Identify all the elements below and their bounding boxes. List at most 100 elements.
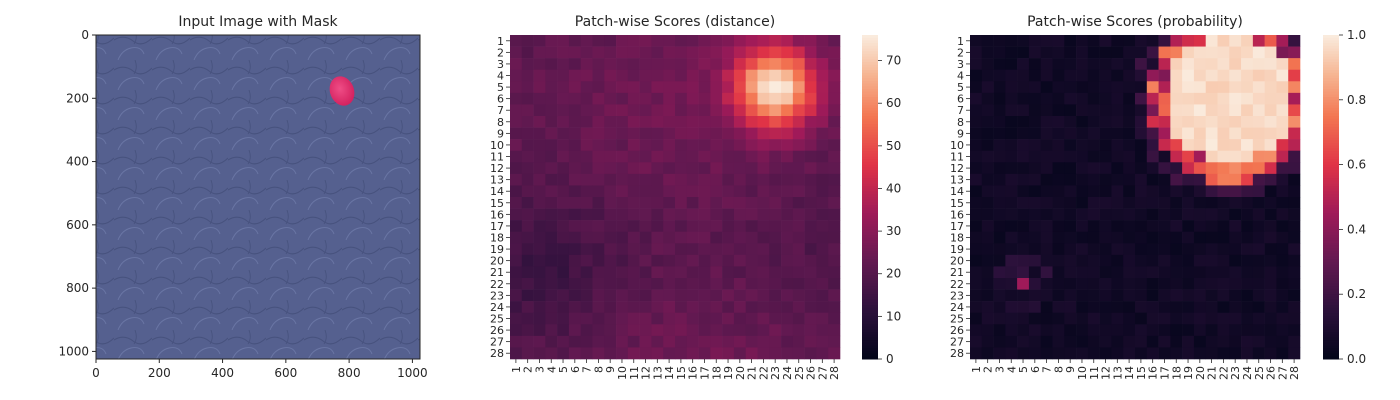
heatmap-cell: [1087, 208, 1100, 221]
heatmap-cell: [521, 347, 534, 360]
row-label: 10: [490, 139, 504, 152]
col-label: 20: [1194, 366, 1207, 380]
heatmap-cell: [828, 185, 841, 198]
heatmap-cell: [1205, 208, 1218, 221]
heatmap-cell: [1111, 335, 1124, 348]
col-label: 10: [1076, 366, 1089, 380]
heatmap-cell: [1217, 58, 1230, 71]
heatmap-cell: [1028, 127, 1042, 140]
heatmap-cell: [1040, 116, 1053, 128]
heatmap-cell: [1276, 162, 1289, 175]
heatmap-cell: [663, 173, 676, 186]
heatmap-cell: [1111, 162, 1124, 175]
heatmap-cell: [580, 312, 593, 325]
heatmap-cell: [993, 220, 1006, 233]
col-label: 17: [698, 366, 711, 380]
heatmap-cell: [592, 81, 605, 94]
colorbar-segment: [1323, 253, 1339, 257]
heatmap-cell: [557, 58, 570, 71]
heatmap-cell: [970, 347, 983, 360]
heatmap-cell: [627, 81, 640, 94]
heatmap-cell: [1252, 127, 1265, 140]
heatmap-cell: [639, 324, 652, 337]
heatmap-cell: [970, 208, 983, 221]
heatmap-cell: [545, 266, 558, 279]
heatmap-cell: [521, 243, 534, 256]
heatmap-cell: [1135, 197, 1148, 209]
colorbar-segment: [862, 107, 878, 112]
heatmap-cell: [1052, 173, 1065, 186]
heatmap-cell: [698, 58, 711, 71]
colorbar-segment: [862, 242, 878, 247]
heatmap-cell: [1111, 150, 1124, 163]
heatmap-cell: [510, 301, 523, 314]
colorbar-segment: [1323, 126, 1339, 130]
heatmap-cell: [580, 220, 593, 233]
heatmap-cell: [698, 324, 711, 337]
heatmap-cell: [545, 127, 558, 140]
heatmap-cell: [792, 104, 805, 117]
heatmap-cell: [616, 116, 629, 128]
heatmap-cell: [651, 185, 664, 198]
heatmap-cell: [722, 289, 735, 302]
heatmap-cell: [604, 220, 617, 233]
row-label: 18: [950, 232, 964, 245]
heatmap-cell: [1205, 35, 1218, 47]
heatmap-cell: [675, 104, 688, 117]
heatmap-cell: [981, 335, 994, 348]
heatmap-cell: [1123, 92, 1136, 105]
heatmap-cell: [557, 139, 570, 152]
heatmap-cell: [1205, 162, 1218, 175]
heatmap-cell: [1276, 347, 1289, 360]
heatmap-cell: [1064, 162, 1077, 175]
heatmap-cell: [722, 116, 735, 128]
heatmap-cell: [545, 220, 558, 233]
heatmap-cell: [604, 208, 617, 221]
row-label: 5: [497, 81, 504, 94]
colorbar-segment: [1323, 356, 1339, 360]
colorbar-segment: [1323, 207, 1339, 211]
heatmap-cell: [1052, 335, 1065, 348]
heatmap-cell: [1028, 347, 1042, 360]
colorbar-segment: [862, 234, 878, 238]
heatmap-cell: [757, 208, 770, 221]
probability-colorbar: 0.00.20.40.60.81.0: [1323, 28, 1366, 366]
probability-col-labels: 1234567891011121314151617181920212223242…: [970, 359, 1301, 380]
image-y-tick-label: 1000: [58, 344, 89, 358]
heatmap-cell: [781, 185, 794, 198]
colorbar-segment: [862, 237, 878, 241]
colorbar-segment: [862, 310, 878, 314]
heatmap-cell: [828, 58, 841, 71]
heatmap-cell: [533, 139, 546, 152]
heatmap-cell: [981, 208, 994, 221]
heatmap-cell: [533, 116, 546, 128]
heatmap-cell: [1158, 312, 1171, 325]
heatmap-cell: [1005, 150, 1018, 163]
heatmap-cell: [1111, 278, 1124, 290]
colorbar-segment: [862, 307, 878, 311]
heatmap-cell: [663, 243, 676, 256]
heatmap-cell: [698, 231, 711, 244]
heatmap-cell: [804, 139, 817, 152]
heatmap-cell: [675, 220, 688, 233]
heatmap-cell: [828, 324, 841, 337]
heatmap-cell: [757, 81, 770, 94]
heatmap-cell: [545, 301, 558, 314]
col-label: 20: [734, 366, 747, 380]
heatmap-cell: [757, 312, 770, 325]
heatmap-cell: [993, 289, 1006, 302]
colorbar-segment: [1323, 264, 1339, 268]
heatmap-cell: [1099, 243, 1112, 256]
heatmap-cell: [781, 92, 794, 105]
colorbar-segment: [1323, 237, 1339, 241]
colorbar-segment: [1323, 286, 1339, 290]
heatmap-cell: [675, 208, 688, 221]
heatmap-cell: [745, 335, 758, 348]
col-label: 11: [628, 366, 641, 380]
heatmap-cell: [533, 231, 546, 244]
colorbar-segment: [862, 75, 878, 79]
heatmap-cell: [1252, 312, 1265, 325]
heatmap-cell: [1123, 243, 1136, 256]
heatmap-cell: [1099, 92, 1112, 105]
heatmap-cell: [675, 347, 688, 360]
